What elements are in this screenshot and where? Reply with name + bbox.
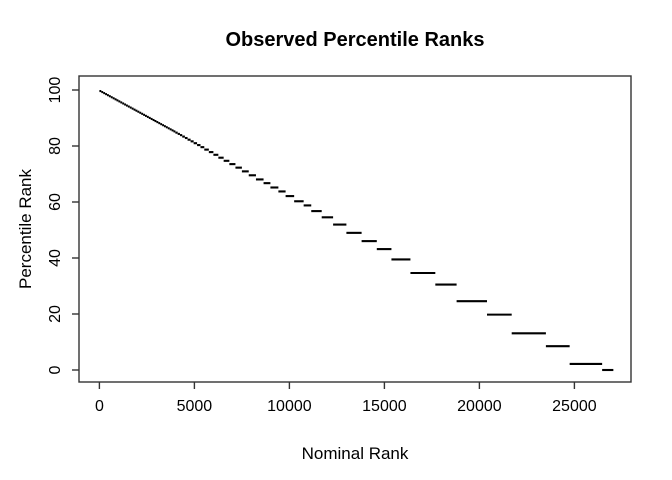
y-tick-label: 80 [47, 137, 64, 155]
chart-title: Observed Percentile Ranks [225, 29, 484, 51]
y-tick-label: 20 [47, 305, 64, 323]
x-tick-label: 10000 [267, 398, 312, 415]
x-axis-label: Nominal Rank [302, 444, 409, 463]
x-axis-ticks: 0 5000 10000 15000 20000 25000 [95, 382, 597, 415]
plot-box [78, 75, 632, 383]
y-tick-label: 100 [47, 77, 64, 104]
y-axis-ticks: 0 20 40 60 80 100 [47, 77, 79, 374]
y-tick-label: 60 [47, 193, 64, 211]
y-tick-label: 40 [47, 249, 64, 267]
y-tick-label: 0 [47, 365, 64, 374]
x-tick-label: 5000 [177, 398, 213, 415]
data-series [99, 89, 614, 372]
y-axis-label: Percentile Rank [16, 169, 35, 290]
x-tick-label: 20000 [457, 398, 502, 415]
x-tick-label: 15000 [362, 398, 407, 415]
x-tick-label: 0 [95, 398, 104, 415]
x-tick-label: 25000 [552, 398, 597, 415]
